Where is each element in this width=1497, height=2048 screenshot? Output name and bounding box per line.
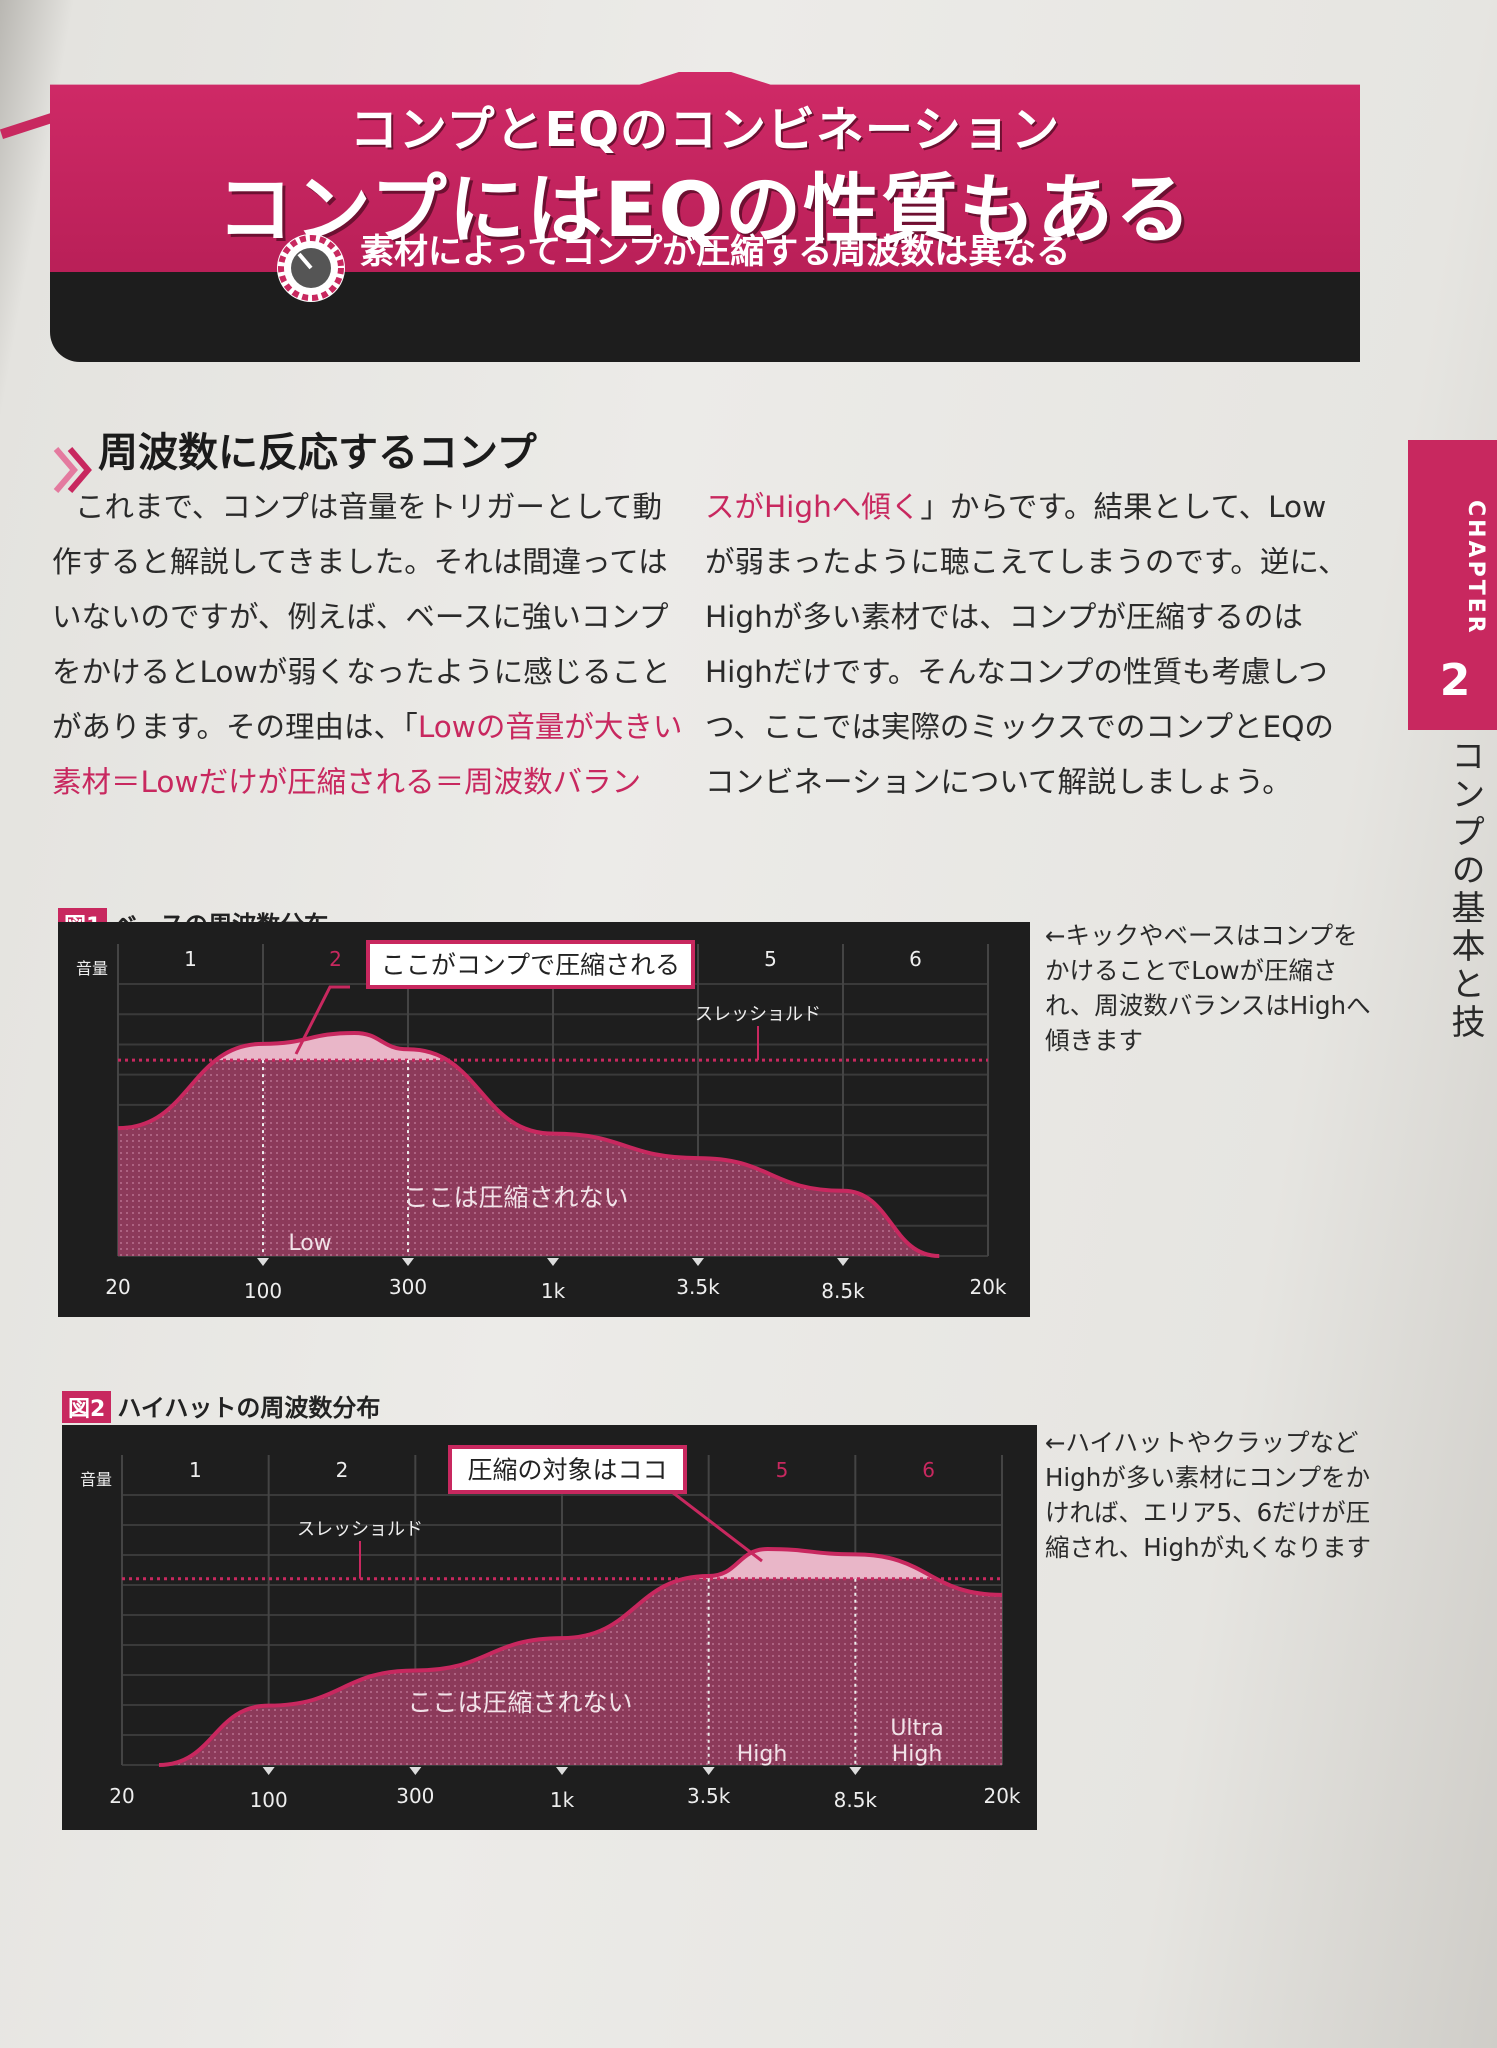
region-label: High [892, 1742, 943, 1767]
chapter-side-tab [1408, 440, 1497, 730]
area-label: 1 [184, 947, 197, 971]
caption-line: 縮され、Highが丸くなります [1045, 1533, 1372, 1562]
tick-label: 20k [983, 1784, 1020, 1808]
tick-label: 100 [250, 1788, 288, 1812]
compressed-region [215, 1032, 448, 1061]
region-label: Ultra [890, 1716, 943, 1741]
region-label: ここは圧縮されない [407, 1688, 632, 1717]
region-label: Low [288, 1231, 331, 1256]
tick-label: 20 [105, 1275, 130, 1299]
caption-line: Highが多い素材にコンプをか [1045, 1463, 1371, 1492]
figure-1-caption: ←キックやベースはコンプを かけることでLowが圧縮さ れ、周波数バランスはHi… [1045, 918, 1371, 1058]
figure-2-label: 図2 ハイハットの周波数分布 [62, 1388, 380, 1423]
figure-2-badge: 図2 [62, 1391, 112, 1423]
tick-label: 20k [969, 1275, 1006, 1299]
tick-label: 20 [109, 1784, 134, 1808]
chapter-number: 2 [1439, 655, 1471, 706]
tick-marker [262, 1767, 275, 1775]
tick-marker [547, 1258, 559, 1266]
tick-label: 100 [244, 1279, 282, 1303]
area-label: 2 [336, 1458, 349, 1482]
callout-leader [294, 985, 350, 1055]
chapter-title: コンプの基本と技 [1445, 738, 1485, 1042]
body-right-line-6: コンビネーションについて解説しましょう。 [705, 765, 1292, 799]
caption-line: 傾きます [1045, 1026, 1143, 1055]
tick-marker [257, 1258, 269, 1266]
distribution-curve [117, 1030, 940, 1258]
area-label: 6 [909, 947, 922, 971]
body-left-line-5: があります。その理由は、「Lowの音量が大きい [52, 710, 683, 744]
tick-marker [409, 1767, 422, 1775]
body-left-line-1: これまで、コンプは音量をトリガーとして動 [75, 490, 663, 524]
callout-text: 圧縮の対象はココ [467, 1456, 667, 1485]
y-axis-label: 音量 [76, 959, 108, 978]
figure-2-title: ハイハットの周波数分布 [117, 1394, 381, 1422]
section-title: 周波数に反応するコンプ [98, 430, 537, 476]
caption-line: れ、周波数バランスはHighへ [1045, 991, 1371, 1020]
tick-marker [556, 1767, 568, 1775]
chart-hihat-frequency: 123456音量スレッショルド201003001k3.5k8.5k20kここは圧… [62, 1425, 1037, 1830]
area-label: 1 [189, 1458, 202, 1482]
tick-label: 8.5k [834, 1788, 878, 1812]
tick-marker [402, 1258, 414, 1266]
area-label: 5 [776, 1458, 789, 1482]
figure-2-caption: ←ハイハットやクラップなど Highが多い素材にコンプをか ければ、エリア5、6… [1045, 1425, 1371, 1565]
caption-line: ければ、エリア5、6だけが圧 [1045, 1498, 1371, 1527]
tick-label: 300 [396, 1784, 434, 1808]
tick-marker [692, 1258, 704, 1266]
chapter-header: コンプとEQのコンビネーション コンプにはEQの性質もある 素材によってコンプが… [50, 72, 1360, 362]
tick-label: 300 [389, 1275, 427, 1299]
area-label: 5 [764, 947, 777, 971]
distribution-curve [158, 1546, 1003, 1767]
callout-box [366, 940, 695, 989]
body-right-line-5: つ、ここでは実際のミックスでのコンプとEQの [705, 710, 1334, 744]
threshold-label: スレッショルド [297, 1519, 423, 1540]
area-label: 6 [922, 1458, 935, 1482]
header-kicker: コンプとEQのコンビネーション [349, 102, 1061, 158]
body-left-line-2: 作すると解説してきました。それは間違っては [52, 545, 668, 579]
body-right-line-1: スがHighへ傾く」からです。結果として、Low [705, 490, 1327, 524]
callout-box [448, 1445, 687, 1494]
header-pink-band [50, 72, 1360, 282]
distribution-area [158, 1549, 1002, 1765]
body-left-line-4: をかけるとLowが弱くなったように感じること [52, 655, 671, 689]
header-dark-band [50, 272, 1360, 362]
caption-line: ←ハイハットやクラップなど [1045, 1428, 1359, 1457]
caption-line: ←キックやベースはコンプを [1045, 921, 1358, 950]
body-left-line-6: 素材＝Lowだけが圧縮される＝周波数バラン [52, 765, 642, 799]
tick-marker [837, 1258, 849, 1266]
tick-marker [702, 1767, 715, 1775]
body-right-line-4: Highだけです。そんなコンプの性質も考慮しつ [705, 655, 1328, 689]
tick-marker [849, 1767, 862, 1775]
body-right-line-3: Highが多い素材では、コンプが圧縮するのは [705, 600, 1303, 634]
header-title: コンプにはEQの性質もある [216, 165, 1194, 254]
chart-bass-frequency: 123456音量スレッショルド201003001k3.5k8.5k20kここは圧… [58, 922, 1030, 1317]
distribution-area [118, 1032, 940, 1256]
threshold-label: スレッショルド [695, 1004, 821, 1025]
callout-text: ここがコンプで圧縮される [381, 951, 680, 980]
body-right-line-2: が弱まったように聴こえてしまうのです。逆に、 [705, 545, 1348, 579]
chapter-label: CHAPTER [1463, 500, 1488, 636]
caption-line: かけることでLowが圧縮さ [1045, 956, 1338, 985]
tick-label: 3.5k [676, 1275, 720, 1299]
chevron-right-icon [53, 447, 92, 493]
tick-label: 1k [550, 1788, 575, 1812]
y-axis-label: 音量 [80, 1470, 112, 1489]
region-label: ここは圧縮されない [403, 1183, 628, 1212]
area-label: 2 [329, 947, 342, 971]
tick-label: 8.5k [821, 1279, 865, 1303]
header-subtitle: 素材によってコンプが圧縮する周波数は異なる [360, 232, 1071, 272]
region-label: High [737, 1742, 788, 1767]
tick-label: 3.5k [687, 1784, 731, 1808]
tick-label: 1k [541, 1279, 566, 1303]
dial-knob-icon [277, 234, 345, 302]
body-left-line-3: いないのですが、例えば、ベースに強いコンプ [52, 600, 669, 634]
